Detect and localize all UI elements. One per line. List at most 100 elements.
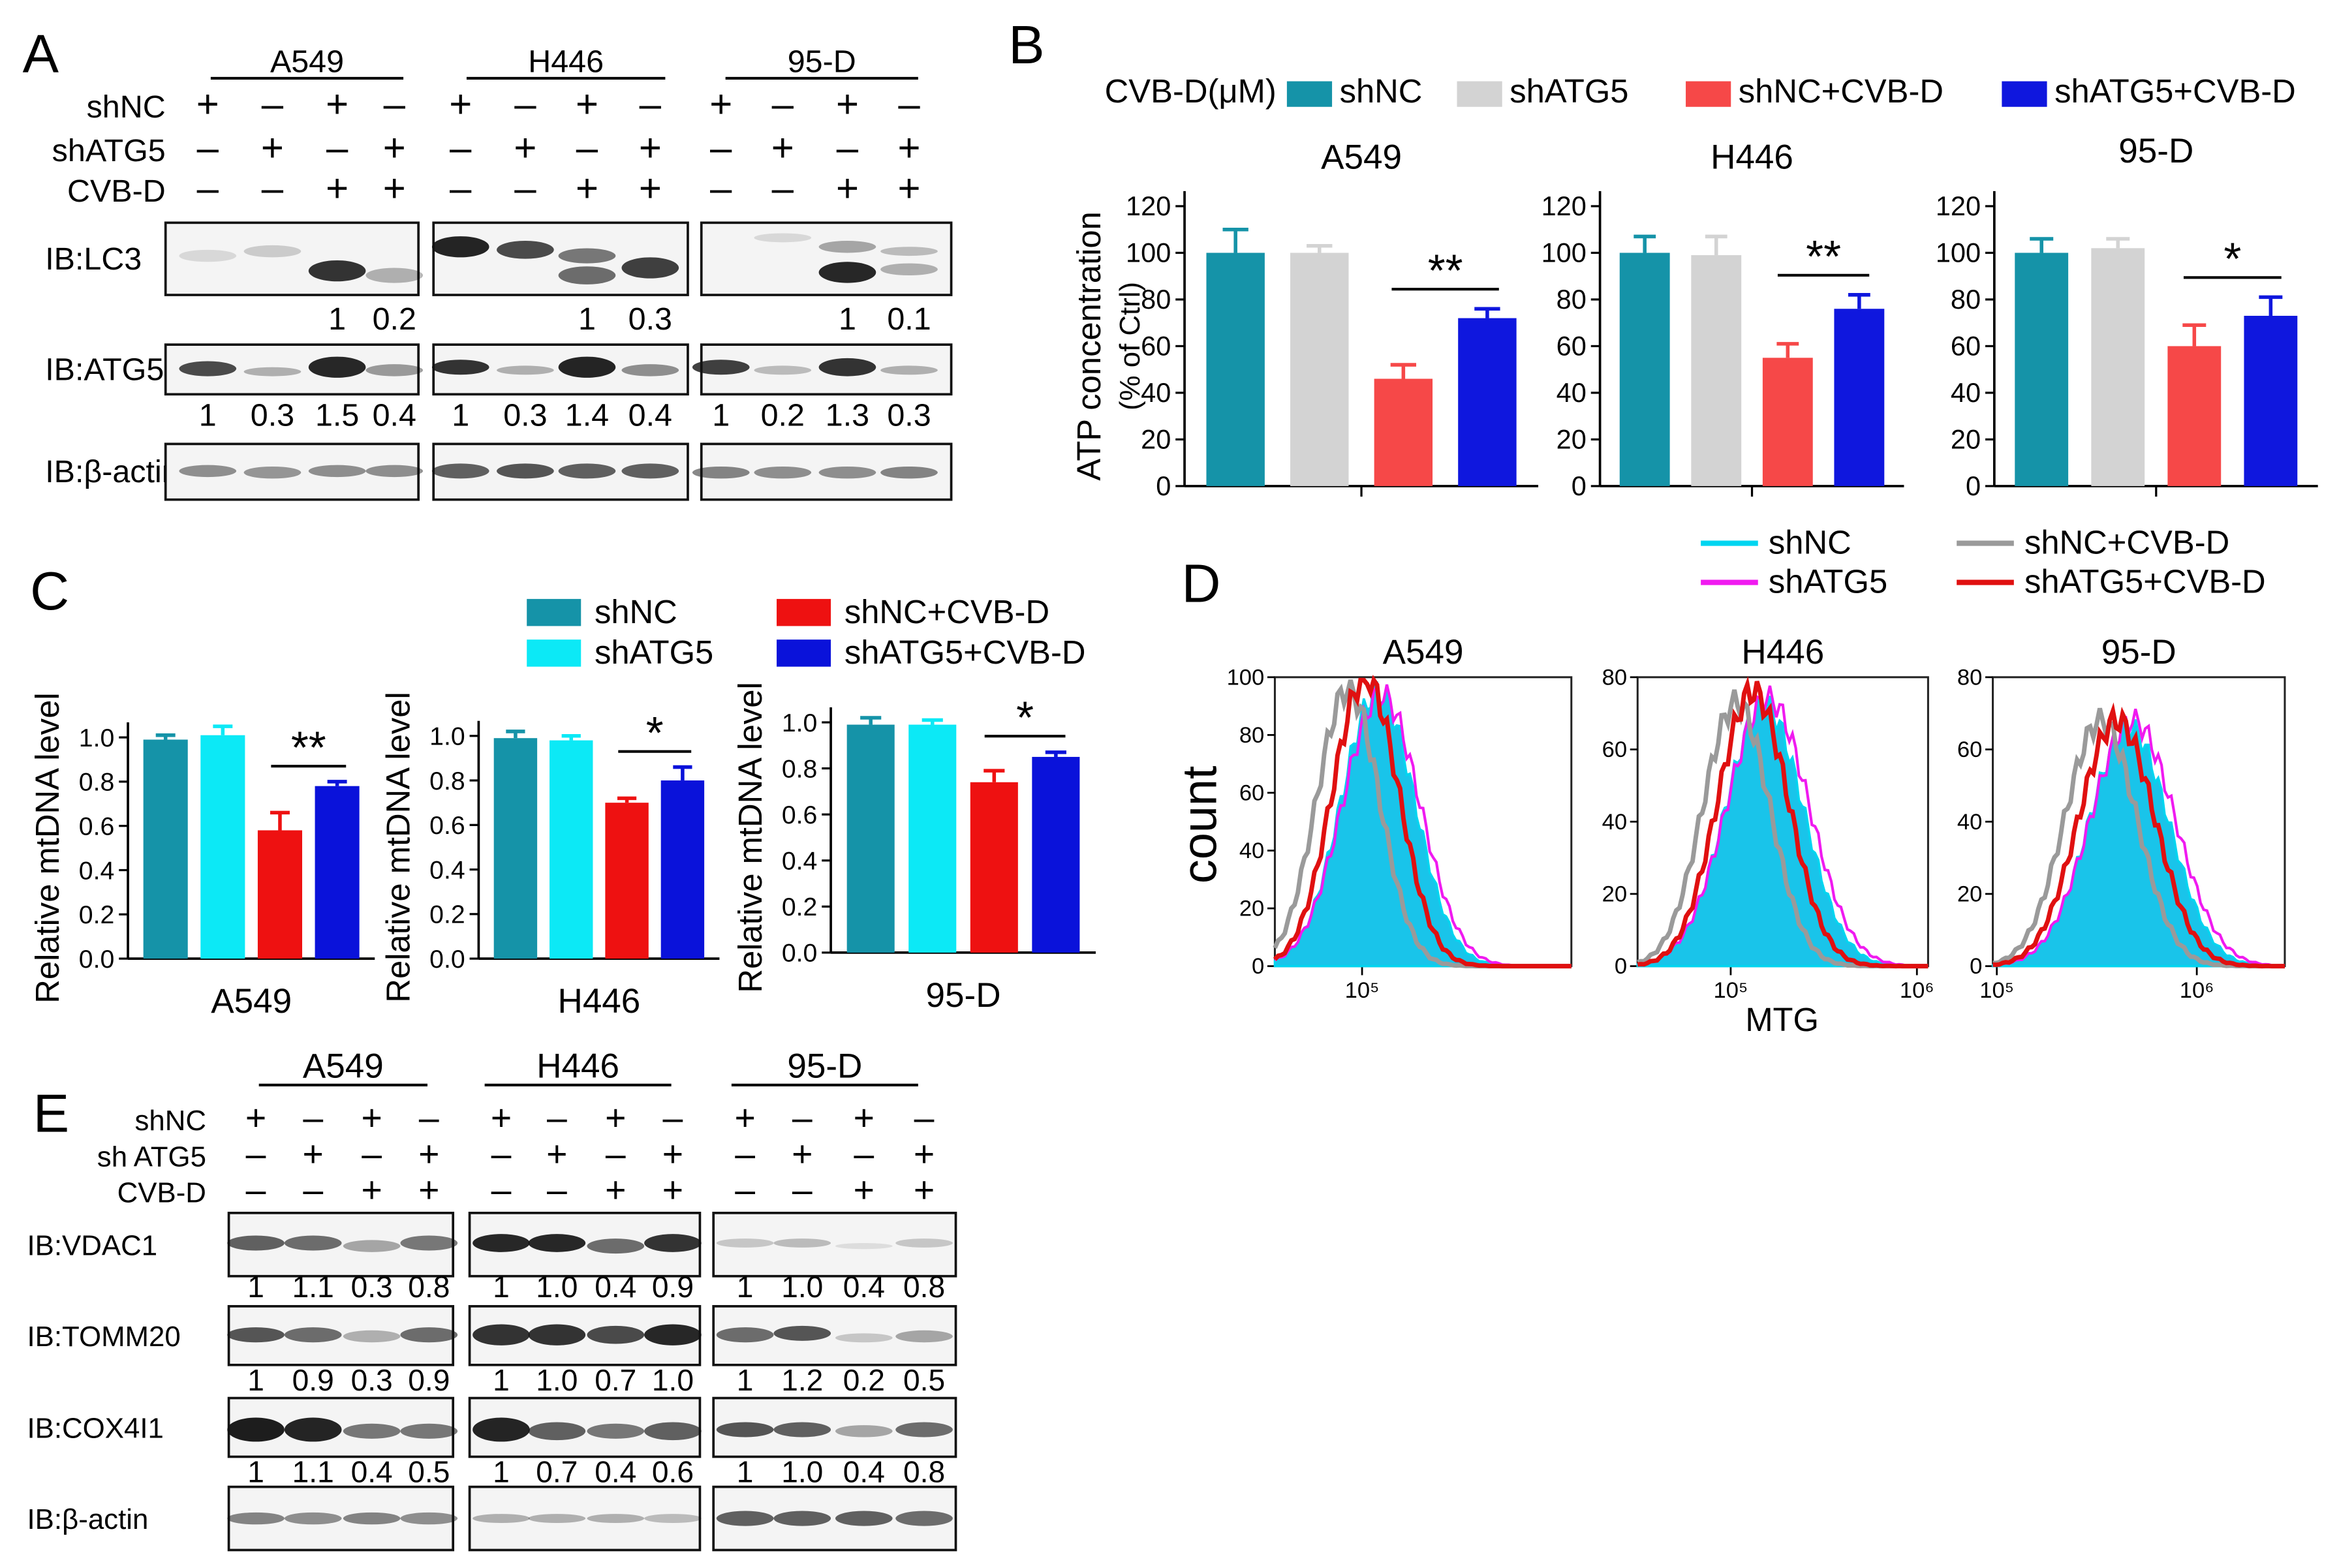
panel-B-bar — [2015, 253, 2069, 486]
panel-A-blot-box — [164, 442, 420, 501]
panel-E-band-value: 0.8 — [408, 1270, 450, 1304]
panel-C-bar — [257, 830, 303, 959]
panel-B-legend-swatch — [1686, 81, 1731, 107]
panel-C-legend-swatch — [527, 598, 581, 626]
panel-E-band — [528, 1422, 586, 1441]
panel-C-legend-label: shNC — [595, 593, 677, 630]
panel-D-x-tick-label: 10⁵ — [1714, 978, 1748, 1003]
panel-E-band-value: 1.0 — [781, 1455, 823, 1489]
panel-A-band — [880, 466, 938, 479]
panel-C-y-tick-label: 0.0 — [429, 945, 465, 974]
panel-C-subplot-label: H446 — [558, 982, 641, 1021]
panel-A-band-value: 0.4 — [628, 398, 672, 433]
panel-A-condition-sign: + — [709, 82, 732, 126]
panel-A-band — [818, 358, 876, 377]
panel-E-condition-sign: + — [914, 1170, 935, 1210]
panel-E-band-value: 0.6 — [652, 1455, 694, 1489]
panel-D-subplot-title: 95-D — [2101, 633, 2176, 671]
panel-E-condition-label: CVB-D — [117, 1177, 206, 1209]
panel-E-band-value: 0.7 — [595, 1363, 636, 1397]
panel-A-band-value: 1 — [839, 301, 856, 337]
panel-A-band — [431, 236, 489, 258]
panel-E-band-value: 0.5 — [408, 1455, 450, 1489]
panel-A-band — [365, 364, 424, 377]
panel-C-y-tick-label: 0.8 — [429, 767, 465, 795]
panel-A-condition-sign: – — [640, 82, 662, 126]
panel-E-band — [587, 1325, 645, 1344]
panel-B-legend-label: shNC+CVB-D — [1739, 72, 1944, 110]
panel-A-condition-sign: – — [326, 126, 349, 170]
panel-A-band — [558, 266, 616, 284]
panel-E-band — [400, 1327, 458, 1343]
panel-E-band — [895, 1422, 953, 1437]
panel-A-band — [365, 465, 424, 478]
panel-A-band — [243, 466, 302, 479]
panel-D-y-tick-label: 80 — [1602, 665, 1627, 690]
panel-A-band-value: 0.1 — [887, 301, 931, 337]
panel-E-band — [587, 1514, 645, 1523]
panel-A-band-value: 1.4 — [565, 398, 609, 433]
panel-A-band — [880, 365, 938, 375]
panel-D-legend-label: shNC+CVB-D — [2024, 524, 2229, 561]
panel-B-y-tick-label: 60 — [1557, 330, 1587, 361]
panel-E-condition-sign: + — [491, 1098, 512, 1138]
panel-A-band-value: 1 — [712, 398, 730, 433]
panel-B-legend-swatch — [1457, 81, 1502, 107]
panel-E-band — [472, 1417, 530, 1442]
panel-B-bar — [1691, 255, 1742, 486]
panel-A-condition-sign: + — [639, 166, 662, 210]
panel-E-band-value: 0.3 — [351, 1363, 393, 1397]
panel-E-condition-sign: + — [418, 1133, 439, 1174]
panel-D-legend-label: shATG5 — [1769, 563, 1887, 600]
panel-A-condition-sign: + — [261, 126, 284, 170]
panel-A-band-value: 1 — [452, 398, 469, 433]
panel-A-band — [497, 365, 554, 375]
panel-A-blot-box — [700, 221, 953, 296]
panel-B-bar — [1458, 318, 1517, 486]
panel-E-condition-sign: – — [303, 1098, 323, 1138]
panel-A-condition-sign: + — [639, 126, 662, 170]
panel-C-subplot-label: 95-D — [926, 976, 1001, 1015]
panel-D-y-tick-label: 80 — [1957, 665, 1982, 690]
panel-C-bar — [605, 803, 649, 959]
panel-B-y-tick-label: 0 — [1156, 470, 1171, 501]
panel-E-band — [835, 1425, 893, 1437]
panel-E-band — [284, 1327, 342, 1343]
panel-D-histogram-shnc — [1636, 696, 1929, 968]
panel-A-band-value: 0.3 — [887, 398, 931, 433]
panel-B-significance-stars: ** — [1806, 231, 1841, 282]
panel-D-y-tick-label: 40 — [1239, 838, 1264, 863]
panel-E-band — [644, 1422, 702, 1441]
panel-C-legend-label: shATG5+CVB-D — [844, 634, 1086, 671]
panel-D-y-tick-label: 0 — [1252, 954, 1264, 979]
panel-A-band — [558, 356, 616, 378]
panel-A-band — [692, 360, 750, 375]
panel-E-band-value: 1 — [737, 1363, 754, 1397]
panel-A-condition-sign: – — [772, 82, 794, 126]
panel-A-band — [308, 356, 366, 378]
panel-C-y-tick-label: 0.4 — [782, 848, 817, 876]
panel-B-legend-swatch — [2002, 81, 2047, 107]
panel-D-legend-label: shATG5+CVB-D — [2024, 563, 2266, 600]
panel-B-y-tick-label: 80 — [1951, 284, 1981, 315]
panel-E-band — [284, 1512, 342, 1525]
panel-B-bar — [1619, 253, 1670, 486]
panel-A-condition-sign: + — [326, 82, 349, 126]
panel-E-condition-sign: + — [914, 1133, 935, 1174]
panel-B-bar — [1290, 253, 1349, 486]
panel-A-band — [308, 260, 366, 282]
panel-E-condition-sign: – — [854, 1133, 874, 1174]
panel-B-legend-swatch — [1286, 81, 1333, 107]
panel-E-band — [400, 1235, 458, 1251]
panel-A-condition-sign: + — [576, 82, 598, 126]
panel-A-condition-sign: + — [836, 166, 859, 210]
panel-E-band-value: 0.9 — [292, 1363, 334, 1397]
panel-A-blot-label: IB:β-actin — [45, 454, 179, 489]
panel-C-y-tick-label: 0.4 — [79, 857, 114, 885]
panel-C-bar — [493, 738, 538, 959]
panel-C-letter: C — [30, 561, 69, 621]
panel-A-condition-sign: – — [514, 166, 536, 210]
panel-E-condition-sign: – — [547, 1098, 567, 1138]
panel-D-x-tick-label: 10⁵ — [1979, 978, 2014, 1003]
panel-A-band-value: 0.2 — [373, 301, 416, 337]
